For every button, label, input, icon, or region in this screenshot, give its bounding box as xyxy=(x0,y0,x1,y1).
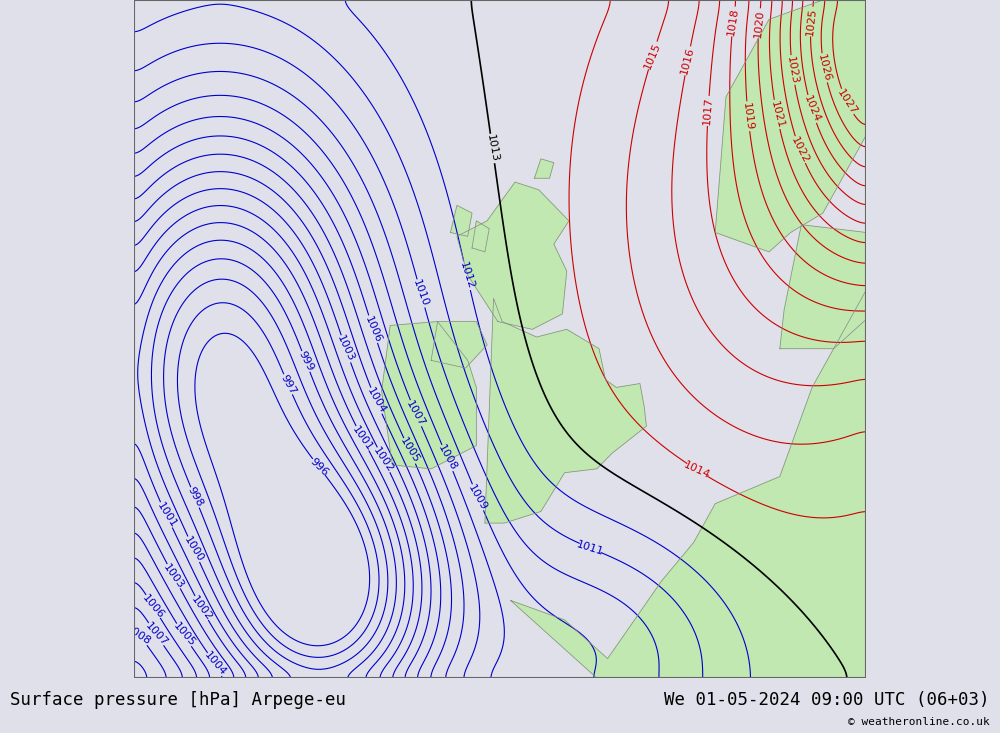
Text: 996: 996 xyxy=(308,456,330,478)
Text: 1002: 1002 xyxy=(372,446,396,474)
Text: 1001: 1001 xyxy=(155,501,178,529)
Text: 1006: 1006 xyxy=(363,314,383,344)
Text: 1013: 1013 xyxy=(485,134,500,163)
Polygon shape xyxy=(450,205,472,236)
Polygon shape xyxy=(472,221,489,252)
Text: 1025: 1025 xyxy=(805,7,818,36)
Text: 1020: 1020 xyxy=(753,9,765,37)
Text: © weatheronline.co.uk: © weatheronline.co.uk xyxy=(848,717,990,727)
Text: 1004: 1004 xyxy=(202,649,228,678)
Text: 1026: 1026 xyxy=(816,53,832,83)
Polygon shape xyxy=(382,322,476,469)
Polygon shape xyxy=(511,290,866,678)
Text: 1024: 1024 xyxy=(802,94,822,124)
Text: 1012: 1012 xyxy=(458,261,476,290)
Text: 1010: 1010 xyxy=(411,279,431,309)
Text: 1019: 1019 xyxy=(741,102,755,131)
Polygon shape xyxy=(485,298,646,523)
Text: 1017: 1017 xyxy=(702,97,714,125)
Polygon shape xyxy=(431,322,487,368)
Text: 1000: 1000 xyxy=(182,534,205,564)
Text: We 01-05-2024 09:00 UTC (06+03): We 01-05-2024 09:00 UTC (06+03) xyxy=(664,691,990,709)
Text: 1015: 1015 xyxy=(643,40,663,70)
Polygon shape xyxy=(534,159,554,178)
Text: 1003: 1003 xyxy=(161,562,186,591)
Text: 1027: 1027 xyxy=(835,87,859,117)
Text: 1023: 1023 xyxy=(785,55,800,85)
Text: 1005: 1005 xyxy=(171,621,197,649)
Text: 1007: 1007 xyxy=(143,620,169,648)
Text: 1003: 1003 xyxy=(335,334,356,364)
Text: 1014: 1014 xyxy=(682,460,712,481)
Text: 1009: 1009 xyxy=(467,482,489,512)
Text: 1005: 1005 xyxy=(398,436,421,465)
Polygon shape xyxy=(780,225,877,349)
Text: 1016: 1016 xyxy=(679,46,696,75)
Text: Surface pressure [hPa] Arpege-eu: Surface pressure [hPa] Arpege-eu xyxy=(10,691,346,709)
Text: 1008: 1008 xyxy=(124,624,153,647)
Text: 1022: 1022 xyxy=(789,135,811,165)
Text: 1004: 1004 xyxy=(365,386,388,416)
Polygon shape xyxy=(457,182,569,329)
Text: 1021: 1021 xyxy=(768,100,785,129)
Text: 1018: 1018 xyxy=(726,7,740,36)
Text: 997: 997 xyxy=(278,372,298,396)
Text: 1006: 1006 xyxy=(140,592,166,620)
Text: 1002: 1002 xyxy=(189,594,214,622)
Polygon shape xyxy=(715,0,866,252)
Text: 999: 999 xyxy=(296,350,315,373)
Text: 1011: 1011 xyxy=(575,539,605,557)
Text: 998: 998 xyxy=(185,485,205,509)
Text: 1007: 1007 xyxy=(405,399,427,428)
Text: 1001: 1001 xyxy=(350,424,375,452)
Text: 1008: 1008 xyxy=(436,443,459,473)
